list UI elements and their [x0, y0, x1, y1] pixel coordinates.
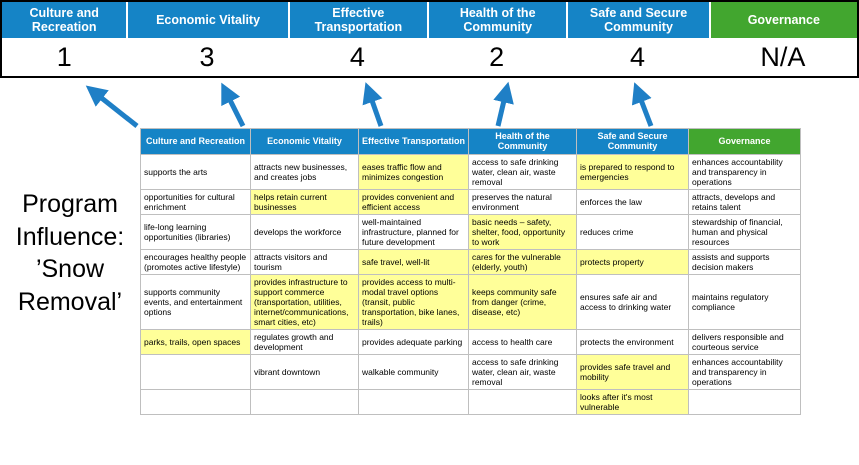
matrix-row: looks after it's most vulnerable: [140, 388, 801, 416]
up-arrow-icon-3: [362, 82, 384, 127]
matrix-cell: [688, 388, 801, 416]
matrix-cell: attracts, develops and retains talent: [688, 188, 801, 215]
matrix-row: supports community events, and entertain…: [140, 273, 801, 330]
matrix-row: life-long learning opportunities (librar…: [140, 213, 801, 250]
matrix-cell: access to safe drinking water, clean air…: [468, 353, 577, 391]
scoreboard-column: Governance N/A: [708, 2, 857, 76]
matrix-cell: regulates growth and development: [250, 328, 359, 355]
matrix-cell: life-long learning opportunities (librar…: [140, 213, 251, 250]
scoreboard-score: 2: [489, 41, 505, 72]
matrix-cell: preserves the natural environment: [468, 188, 577, 215]
matrix-column-header: Economic Vitality: [250, 128, 359, 155]
matrix-cell-highlighted: provides infrastructure to support comme…: [250, 273, 359, 330]
scoreboard-score: 4: [349, 41, 365, 72]
matrix-cell: attracts new businesses, and creates job…: [250, 153, 359, 190]
matrix-cell: walkable community: [358, 353, 469, 391]
scoreboard-column: Health of the Community 2: [427, 2, 567, 76]
matrix-cell: provides adequate parking: [358, 328, 469, 355]
influence-matrix: Culture and Recreation Economic Vitality E…: [140, 128, 801, 416]
matrix-row: supports the arts attracts new businesses…: [140, 153, 801, 190]
scoreboard-score: 1: [56, 41, 72, 72]
matrix-cell-highlighted: safe travel, well-lit: [358, 248, 469, 275]
matrix-cell-highlighted: looks after it's most vulnerable: [576, 388, 689, 416]
scoreboard-score: N/A: [760, 41, 806, 72]
matrix-cell: attracts visitors and tourism: [250, 248, 359, 275]
matrix-cell-highlighted: cares for the vulnerable (elderly, youth…: [468, 248, 577, 275]
matrix-cell: [140, 388, 251, 416]
matrix-cell: [250, 388, 359, 416]
matrix-row: vibrant downtown walkable community access…: [140, 353, 801, 391]
matrix-cell-highlighted: parks, trails, open spaces: [140, 328, 251, 355]
matrix-cell: supports community events, and entertain…: [140, 273, 251, 330]
matrix-column-header: Culture and Recreation: [140, 128, 251, 155]
matrix-cell: supports the arts: [140, 153, 251, 190]
scoreboard-header: Health of the Community: [427, 2, 567, 38]
matrix-cell: encourages healthy people (promotes acti…: [140, 248, 251, 275]
up-arrow-icon-1: [85, 85, 139, 128]
matrix-cell-highlighted: provides convenient and efficient access: [358, 188, 469, 215]
scoreboard-header: Safe and Secure Community: [566, 2, 709, 38]
matrix-header-row: Culture and Recreation Economic Vitality E…: [140, 128, 801, 155]
matrix-cell: vibrant downtown: [250, 353, 359, 391]
matrix-cell: [358, 388, 469, 416]
matrix-cell: [140, 353, 251, 391]
score-arrows: [85, 81, 654, 128]
matrix-cell: access to safe drinking water, clean air…: [468, 153, 577, 190]
scoreboard-column: Safe and Secure Community 4: [566, 2, 709, 76]
scoreboard: Culture and Recreation 1 Economic Vitality…: [0, 0, 859, 78]
matrix-cell-highlighted: is prepared to respond to emergencies: [576, 153, 689, 190]
matrix-column-header: Safe and Secure Community: [576, 128, 689, 155]
matrix-cell: ensures safe air and access to drinking …: [576, 273, 689, 330]
program-influence-label: Program Influence: ’Snow Removal’: [15, 190, 125, 316]
matrix-cell-highlighted: eases traffic flow and minimizes congest…: [358, 153, 469, 190]
matrix-column-header: Governance: [688, 128, 801, 155]
matrix-cell: enforces the law: [576, 188, 689, 215]
matrix-cell: assists and supports decision makers: [688, 248, 801, 275]
scoreboard-header: Culture and Recreation: [2, 2, 127, 38]
up-arrow-icon-5: [631, 82, 654, 127]
matrix-cell: delivers responsible and courteous servi…: [688, 328, 801, 355]
scoreboard-score: 4: [630, 41, 646, 72]
scoreboard-column: Effective Transportation 4: [287, 2, 428, 76]
matrix-row: opportunities for cultural enrichment hel…: [140, 188, 801, 215]
matrix-cell: develops the workforce: [250, 213, 359, 250]
matrix-cell-highlighted: provides access to multi-modal travel op…: [358, 273, 469, 330]
scoreboard-header: Governance: [708, 2, 857, 38]
matrix-cell: protects the environment: [576, 328, 689, 355]
scoreboard-header: Economic Vitality: [126, 2, 288, 38]
matrix-column-header: Effective Transportation: [358, 128, 469, 155]
matrix-cell: [468, 388, 577, 416]
matrix-cell-highlighted: keeps community safe from danger (crime,…: [468, 273, 577, 330]
scoreboard-column: Culture and Recreation 1: [2, 2, 127, 76]
matrix-cell: reduces crime: [576, 213, 689, 250]
scoreboard-score: 3: [199, 41, 215, 72]
matrix-cell-highlighted: protects property: [576, 248, 689, 275]
matrix-cell: enhances accountability and transparency…: [688, 353, 801, 391]
matrix-cell-highlighted: provides safe travel and mobility: [576, 353, 689, 391]
matrix-row: encourages healthy people (promotes acti…: [140, 248, 801, 275]
scoreboard-header: Effective Transportation: [287, 2, 428, 38]
up-arrow-icon-2: [221, 82, 246, 128]
matrix-cell: well-maintained infrastructure, planned …: [358, 213, 469, 250]
scoreboard-column: Economic Vitality 3: [126, 2, 288, 76]
matrix-column-header: Health of the Community: [468, 128, 577, 155]
matrix-cell: maintains regulatory compliance: [688, 273, 801, 330]
matrix-cell: access to health care: [468, 328, 577, 355]
matrix-cell-highlighted: basic needs – safety, shelter, food, opp…: [468, 213, 577, 250]
matrix-row: parks, trails, open spaces regulates grow…: [140, 328, 801, 355]
matrix-cell: stewardship of financial, human and phys…: [688, 213, 801, 250]
matrix-cell-highlighted: helps retain current businesses: [250, 188, 359, 215]
matrix-cell: opportunities for cultural enrichment: [140, 188, 251, 215]
matrix-cell: enhances accountability and transparency…: [688, 153, 801, 190]
up-arrow-icon-4: [493, 81, 514, 127]
